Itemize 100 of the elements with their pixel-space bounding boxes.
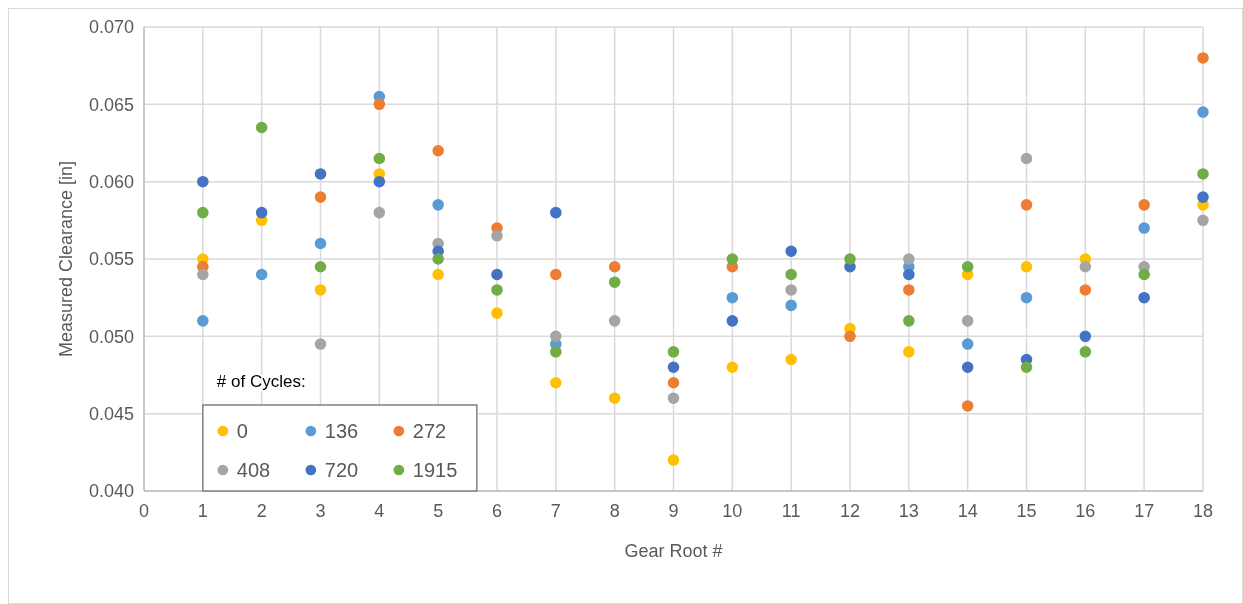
x-tick-label: 9 xyxy=(668,501,679,521)
point xyxy=(432,144,444,157)
point xyxy=(961,361,974,374)
point xyxy=(1079,330,1092,343)
point xyxy=(903,315,915,327)
x-tick-label: 0 xyxy=(138,501,150,521)
point xyxy=(961,260,974,273)
point xyxy=(314,284,327,296)
point xyxy=(1020,260,1033,273)
point xyxy=(1138,199,1150,211)
y-tick-label: 0.050 xyxy=(88,326,134,347)
point xyxy=(903,284,915,296)
point xyxy=(1138,291,1150,304)
point xyxy=(1079,284,1092,296)
point xyxy=(608,392,621,404)
point xyxy=(432,253,444,265)
point xyxy=(1079,346,1092,358)
point xyxy=(432,268,444,281)
point xyxy=(903,346,915,358)
legend-label: 720 xyxy=(324,459,359,481)
legend-label: 0 xyxy=(236,420,248,442)
x-tick-label: 17 xyxy=(1134,501,1155,521)
x-tick-label: 8 xyxy=(609,501,620,521)
point xyxy=(1020,152,1033,165)
point xyxy=(432,199,444,211)
point xyxy=(314,237,327,250)
point xyxy=(550,268,562,281)
point xyxy=(961,315,974,327)
point xyxy=(314,338,327,350)
point xyxy=(667,361,680,374)
point xyxy=(1020,199,1033,211)
point xyxy=(961,338,974,350)
legend-label: 136 xyxy=(324,420,359,442)
legend-label: 272 xyxy=(412,420,447,442)
y-tick-label: 0.055 xyxy=(88,249,134,270)
point xyxy=(255,206,268,219)
point xyxy=(608,260,621,273)
point xyxy=(726,291,739,304)
x-tick-label: 14 xyxy=(957,501,978,521)
point xyxy=(491,307,503,319)
point xyxy=(785,245,797,258)
point xyxy=(197,268,209,281)
x-tick-label: 4 xyxy=(374,501,385,521)
point xyxy=(314,168,327,180)
y-tick-label: 0.070 xyxy=(88,17,134,38)
x-tick-label: 10 xyxy=(722,501,743,521)
x-tick-label: 11 xyxy=(781,501,801,521)
point xyxy=(197,175,209,188)
point xyxy=(608,315,621,327)
point xyxy=(550,206,562,219)
point xyxy=(667,392,680,404)
point xyxy=(903,268,915,281)
point xyxy=(314,191,327,203)
point xyxy=(373,152,386,165)
point xyxy=(726,361,739,374)
point xyxy=(961,400,974,412)
x-tick-label: 7 xyxy=(550,501,561,521)
x-tick-label: 1 xyxy=(197,501,208,521)
point xyxy=(197,206,209,219)
point xyxy=(1138,268,1150,281)
point xyxy=(667,454,680,466)
point xyxy=(491,268,503,281)
point xyxy=(1197,168,1209,180)
point xyxy=(255,121,268,134)
x-tick-label: 3 xyxy=(315,501,326,521)
x-tick-label: 16 xyxy=(1075,501,1096,521)
point xyxy=(785,284,797,296)
legend-title: # of Cycles: xyxy=(216,372,306,391)
point xyxy=(903,253,915,265)
point xyxy=(314,260,327,273)
point xyxy=(608,276,621,288)
x-tick-label: 13 xyxy=(898,501,919,521)
point xyxy=(667,376,680,389)
point xyxy=(550,346,562,358)
x-tick-label: 12 xyxy=(839,501,861,521)
point xyxy=(491,284,503,296)
point xyxy=(726,253,739,265)
point xyxy=(550,330,562,343)
y-tick-label: 0.060 xyxy=(88,171,134,192)
point xyxy=(785,268,797,281)
point xyxy=(373,206,386,219)
point xyxy=(726,315,739,327)
x-tick-label: 2 xyxy=(256,501,267,521)
point xyxy=(1079,260,1092,273)
x-tick-label: 15 xyxy=(1016,501,1037,521)
point xyxy=(1197,214,1209,227)
point xyxy=(667,346,680,358)
point xyxy=(785,353,797,366)
legend-label: 1915 xyxy=(412,459,458,481)
point xyxy=(1020,361,1033,374)
point xyxy=(785,299,797,312)
y-tick-label: 0.040 xyxy=(88,481,134,502)
point xyxy=(1197,191,1209,203)
point xyxy=(1197,106,1209,118)
x-tick-label: 6 xyxy=(491,501,503,521)
y-axis-title: Measured Clearance [in] xyxy=(56,160,76,358)
point xyxy=(373,98,386,111)
point xyxy=(197,315,209,327)
y-tick-label: 0.065 xyxy=(88,94,134,115)
y-tick-label: 0.045 xyxy=(88,403,134,424)
